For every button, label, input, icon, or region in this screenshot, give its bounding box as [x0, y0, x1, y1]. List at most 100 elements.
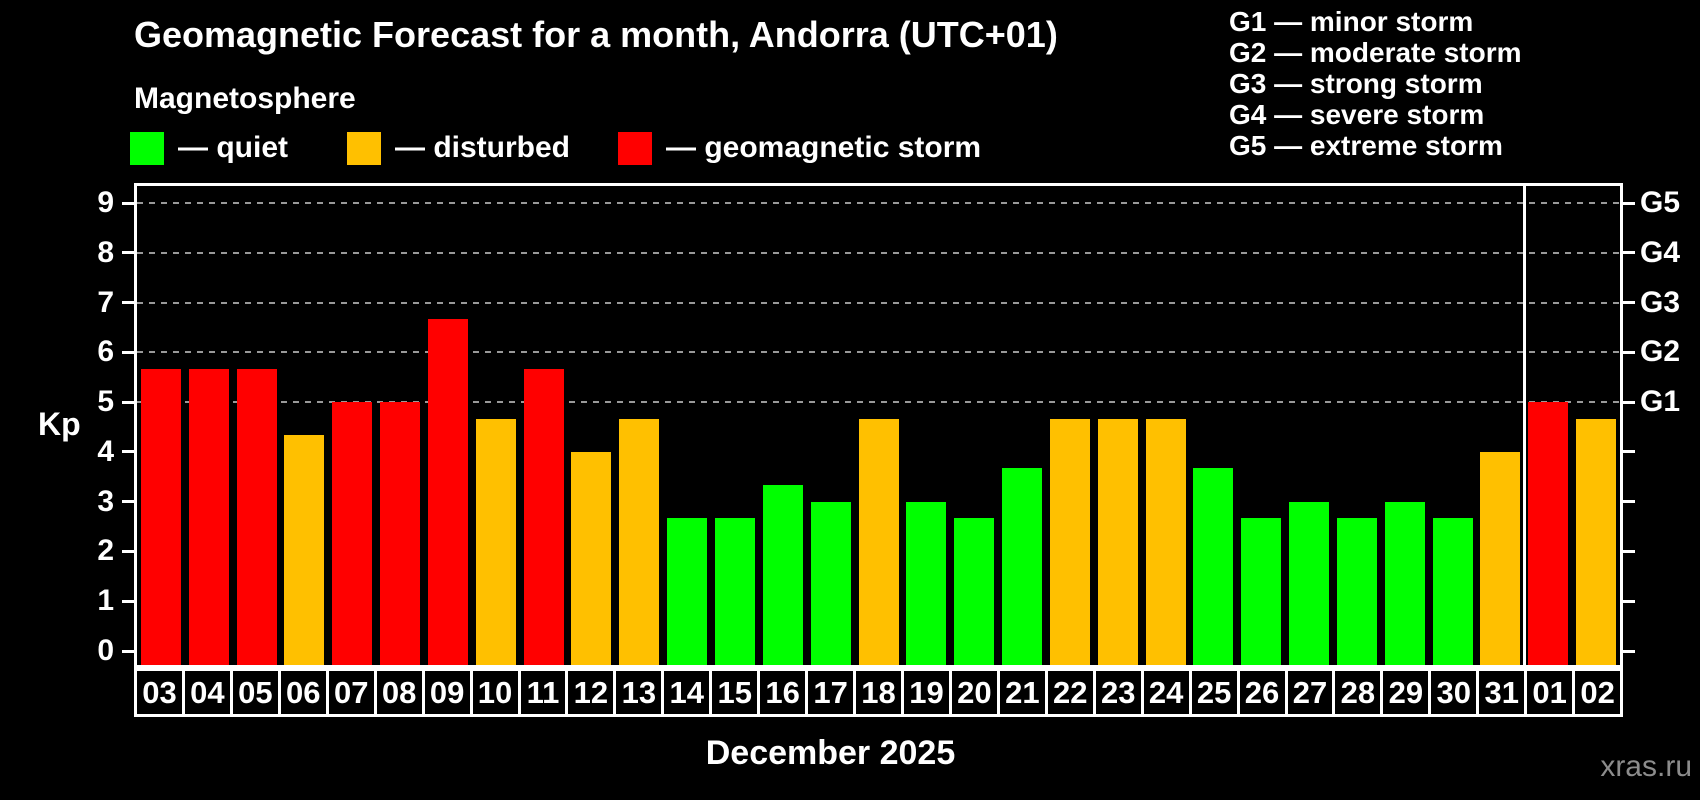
right-tick-kp6: [1623, 350, 1635, 354]
gridline-kp7: [137, 301, 1620, 304]
bar-day-12: [571, 451, 612, 665]
day-label-13: 13: [616, 671, 665, 714]
right-axis-label-g4: G4: [1640, 235, 1681, 269]
bar-day-31: [1480, 451, 1521, 665]
left-tick-kp2: [122, 549, 134, 553]
day-label-17: 17: [808, 671, 857, 714]
disturbed-color-swatch: [347, 131, 381, 165]
y-tick-label-6: 6: [97, 335, 114, 369]
bar-day-20: [954, 518, 995, 665]
left-tick-kp7: [122, 301, 134, 305]
bar-day-04: [188, 368, 229, 665]
bar-day-24: [1145, 418, 1186, 665]
day-label-09: 09: [425, 671, 473, 714]
bar-day-19: [906, 501, 947, 665]
day-label-29: 29: [1383, 671, 1432, 714]
legend-item-disturbed: — disturbed: [347, 131, 570, 165]
bar-day-03: [140, 368, 181, 665]
y-tick-label-0: 0: [97, 634, 114, 667]
gridline-kp6: [137, 351, 1620, 354]
day-label-12: 12: [568, 671, 617, 714]
legend-disturbed-label: — disturbed: [395, 131, 571, 164]
day-label-25: 25: [1192, 671, 1240, 714]
day-label-28: 28: [1335, 671, 1384, 714]
left-tick-kp5: [122, 400, 134, 404]
bar-day-21: [1002, 468, 1043, 665]
y-tick-label-1: 1: [97, 584, 114, 618]
day-label-02: 02: [1580, 674, 1615, 710]
bar-day-16: [762, 485, 803, 665]
left-tick-kp9: [122, 201, 134, 205]
right-tick-kp7: [1623, 301, 1635, 305]
x-axis-day-labels: 03 04 05 06 07 08 09 10 11 12 13 14 15 16 17 18 19 20 21 22…: [134, 668, 1623, 717]
right-axis-label-g2: G2: [1640, 335, 1681, 369]
bar-day-07: [332, 402, 373, 665]
day-label-06: 06: [281, 671, 329, 714]
bar-day-13: [619, 418, 660, 665]
y-tick-label-8: 8: [97, 235, 114, 269]
bar-day-11: [523, 368, 564, 665]
y-tick-label-9: 9: [97, 186, 114, 219]
day-label-22: 22: [1048, 671, 1096, 714]
day-label-08: 08: [377, 671, 425, 714]
day-label-23: 23: [1096, 671, 1144, 714]
gridline-kp5: [137, 401, 1620, 404]
day-label-07: 07: [329, 671, 377, 714]
y-tick-label-4: 4: [97, 434, 114, 468]
legend-quiet-label: — quiet: [178, 131, 288, 164]
bar-day-25: [1193, 468, 1234, 665]
day-label-10: 10: [473, 671, 521, 714]
right-tick-kp9: [1623, 201, 1635, 205]
legend-storm-label: — geomagnetic storm: [666, 131, 982, 164]
g2-legend-line: G2 — moderate storm: [1229, 37, 1522, 68]
right-axis-label-g5: G5: [1640, 186, 1681, 219]
right-tick-kp0: [1623, 649, 1635, 653]
right-tick-kp1: [1623, 599, 1635, 603]
bar-day-05: [236, 368, 277, 665]
bar-day-06: [284, 435, 325, 665]
day-label-14: 14: [664, 671, 713, 714]
day-label-16: 16: [760, 671, 809, 714]
right-tick-kp3: [1623, 500, 1635, 504]
page-title: Geomagnetic Forecast for a month, Andorr…: [134, 14, 1058, 55]
g5-legend-line: G5 — extreme storm: [1229, 130, 1503, 161]
right-axis-label-g3: G3: [1640, 285, 1681, 319]
day-label-31: 31: [1479, 671, 1528, 714]
right-tick-kp4: [1623, 450, 1635, 454]
right-tick-kp2: [1623, 549, 1635, 553]
y-tick-label-5: 5: [97, 385, 114, 419]
bar-day-10: [475, 418, 516, 665]
magnetosphere-subtitle: Magnetosphere: [134, 82, 356, 115]
day-label-24: 24: [1144, 671, 1192, 714]
day-label-04: 04: [185, 671, 233, 714]
left-tick-kp6: [122, 350, 134, 354]
day-label-05: 05: [233, 671, 281, 714]
legend-item-quiet: — quiet: [130, 131, 288, 165]
bar-day-30: [1432, 518, 1473, 665]
gridline-kp8: [137, 251, 1620, 254]
bar-day-28: [1336, 518, 1377, 665]
bar-day-15: [714, 518, 755, 665]
y-axis-title: Kp: [38, 406, 81, 442]
day-label-11: 11: [521, 671, 569, 714]
left-tick-kp1: [122, 599, 134, 603]
day-label-03: 03: [137, 671, 185, 714]
g4-legend-line: G4 — severe storm: [1229, 99, 1485, 130]
left-tick-kp0: [122, 649, 134, 653]
day-label-18: 18: [856, 671, 904, 714]
day-label-30: 30: [1431, 671, 1480, 714]
left-tick-kp8: [122, 251, 134, 255]
bar-day-09: [427, 318, 468, 665]
bar-day-22: [1049, 418, 1090, 665]
legend-item-storm: — geomagnetic storm: [618, 131, 981, 165]
bar-day-18: [858, 418, 899, 665]
day-label-01: 01: [1527, 671, 1576, 714]
month-separator-line: [1522, 186, 1526, 665]
x-axis-title: December 2025: [705, 734, 956, 772]
day-label-27: 27: [1288, 671, 1336, 714]
bar-day-23: [1097, 418, 1138, 665]
g-scale-legend: G1 — minor storm G2 — moderate storm G3 …: [1229, 6, 1522, 161]
day-label-15: 15: [712, 671, 761, 714]
bar-day-08: [380, 402, 421, 665]
right-tick-kp8: [1623, 251, 1635, 255]
